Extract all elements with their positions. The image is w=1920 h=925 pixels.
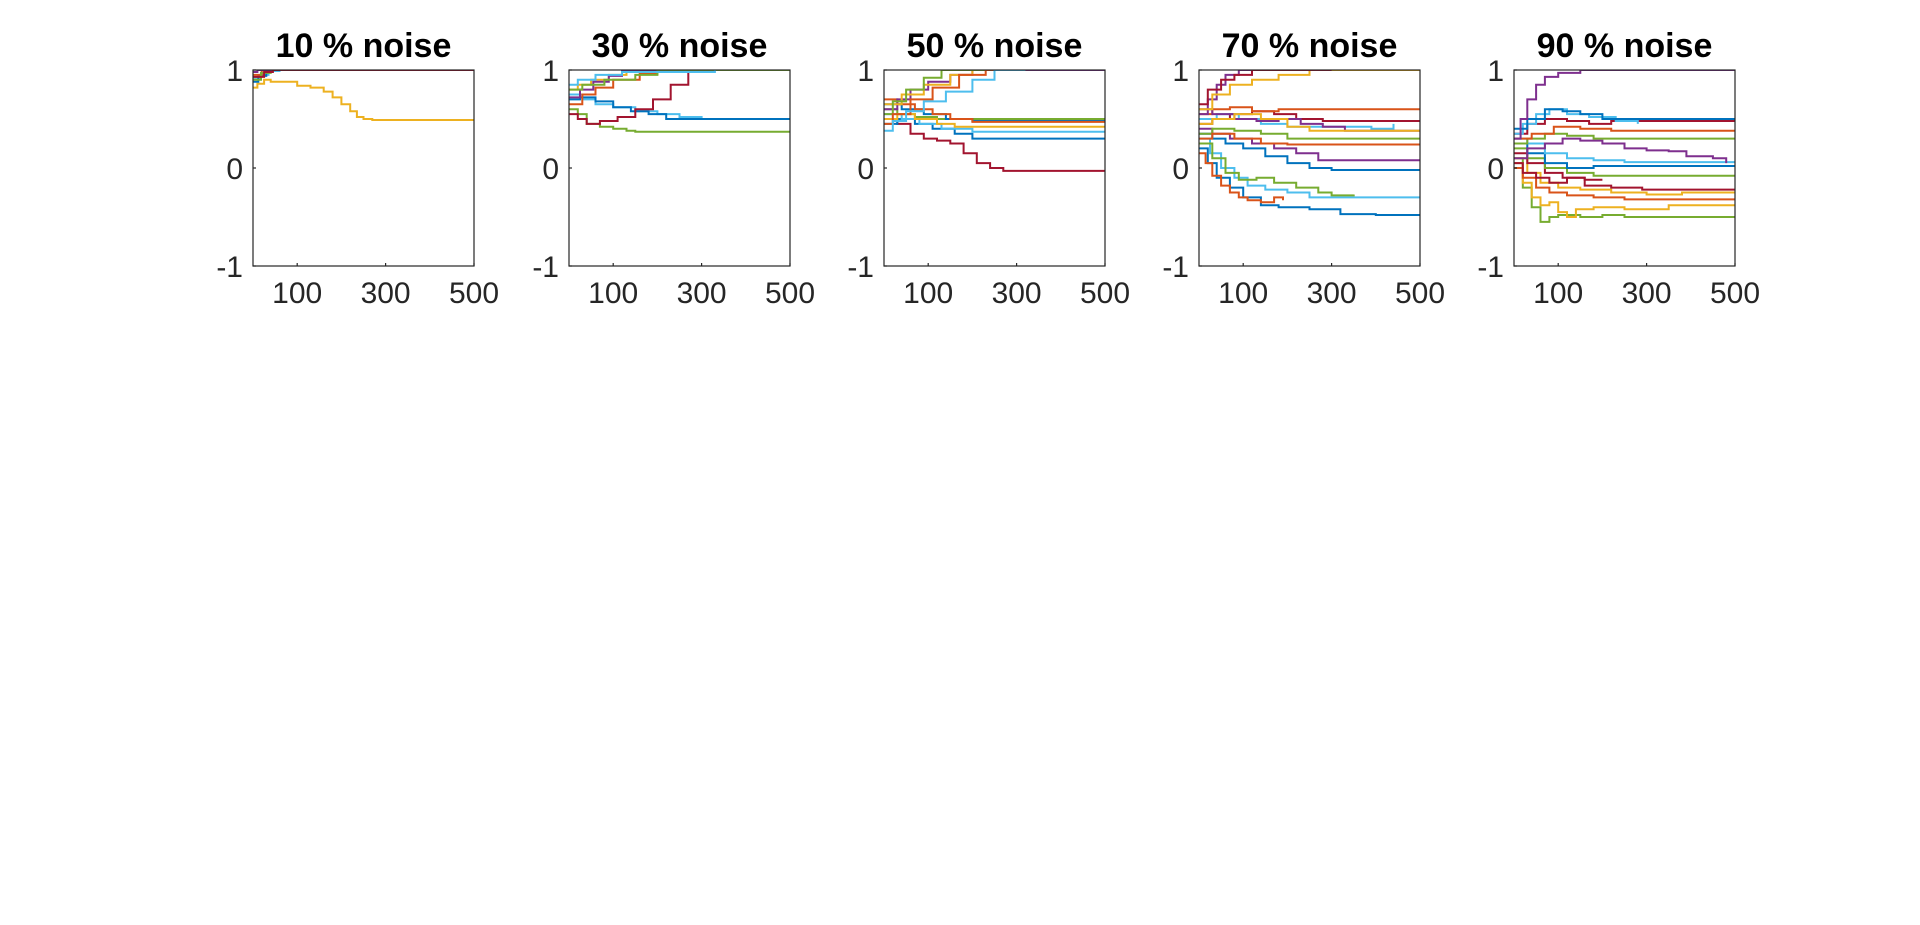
x-tick-label: 500 (1710, 277, 1760, 310)
y-tick-label: -1 (216, 251, 243, 284)
series-line-9 (569, 70, 716, 86)
series-line-2 (253, 70, 474, 79)
x-tick-label: 500 (449, 277, 499, 310)
y-tick-label: 1 (1487, 55, 1504, 88)
x-tick-label: 100 (272, 277, 322, 310)
series-line-2 (1199, 137, 1420, 199)
series-line-3 (1199, 142, 1355, 197)
chart-title: 90 % noise (1537, 27, 1713, 65)
series-line-1 (569, 108, 790, 133)
x-tick-label: 300 (1622, 277, 1672, 310)
series-group (884, 70, 1105, 172)
y-tick-label: 0 (857, 153, 874, 186)
series-line-3 (253, 70, 474, 83)
series-line-7 (253, 70, 474, 78)
series-line-13 (1199, 132, 1420, 146)
chart-title: 50 % noise (907, 27, 1083, 65)
series-line-15 (1199, 70, 1420, 111)
series-line-5 (1199, 132, 1420, 171)
x-tick-label: 500 (765, 277, 815, 310)
series-line-9 (884, 70, 1026, 106)
series-line-12 (1199, 113, 1420, 132)
y-tick-label: 0 (542, 153, 559, 186)
chart-panel-1: 10 % noise 100 300 500 -1 0 1 (216, 27, 499, 310)
series-group (569, 70, 790, 133)
chart-panel-2: 30 % noise 100 300 500 -1 0 1 (532, 27, 815, 310)
series-group (253, 70, 474, 121)
y-tick-label: 1 (1172, 55, 1189, 88)
series-line-3 (884, 113, 1105, 133)
x-tick-label: 100 (903, 277, 953, 310)
series-line-1 (253, 78, 474, 121)
chart-title: 10 % noise (276, 27, 452, 65)
x-tick-label: 300 (361, 277, 411, 310)
chart-title: 30 % noise (592, 27, 768, 65)
series-line-11 (1514, 125, 1735, 140)
x-tick-label: 100 (588, 277, 638, 310)
axes-box (252, 69, 475, 267)
series-line-15 (1514, 70, 1735, 140)
y-tick-label: 1 (857, 55, 874, 88)
series-line-5 (884, 113, 1105, 128)
series-group (1514, 70, 1735, 223)
x-tick-label: 300 (992, 277, 1042, 310)
y-tick-label: -1 (1162, 251, 1189, 284)
series-line-1 (1199, 147, 1420, 216)
y-tick-label: 1 (542, 55, 559, 88)
series-line-5 (253, 70, 474, 81)
y-tick-label: 1 (226, 55, 243, 88)
y-tick-label: -1 (1477, 251, 1504, 284)
axes-box (568, 69, 791, 267)
series-line-9 (1199, 106, 1420, 116)
series-line-6 (253, 70, 474, 73)
series-line-11 (884, 70, 1026, 125)
series-line-12 (884, 70, 1026, 132)
y-tick-label: 0 (1487, 153, 1504, 186)
series-line-7 (569, 70, 790, 125)
series-line-2 (1514, 162, 1735, 218)
chart-title: 70 % noise (1222, 27, 1398, 65)
y-tick-label: 0 (226, 153, 243, 186)
series-line-2 (569, 93, 790, 120)
series-line-9 (1514, 137, 1728, 164)
series-line-16 (1514, 162, 1603, 184)
series-line-10 (884, 70, 1017, 116)
series-line-5 (1514, 152, 1735, 191)
series-line-1 (884, 118, 1105, 172)
series-line-3 (1514, 167, 1735, 201)
x-tick-label: 300 (1307, 277, 1357, 310)
series-line-4 (1199, 152, 1284, 204)
series-line-8 (1514, 137, 1735, 164)
x-tick-label: 100 (1533, 277, 1583, 310)
y-tick-label: -1 (847, 251, 874, 284)
series-line-10 (1514, 132, 1735, 145)
series-line-11 (1199, 127, 1420, 140)
x-tick-label: 500 (1395, 277, 1445, 310)
y-tick-label: 0 (1172, 153, 1189, 186)
x-tick-label: 500 (1080, 277, 1130, 310)
series-group (1199, 70, 1420, 216)
y-tick-label: -1 (532, 251, 559, 284)
chart-panel-4: 70 % noise 100 300 500 -1 0 1 (1162, 27, 1445, 310)
chart-panel-5: 90 % noise 100 300 500 -1 0 1 (1477, 27, 1760, 310)
x-tick-label: 100 (1218, 277, 1268, 310)
x-tick-label: 300 (677, 277, 727, 310)
series-line-16 (1199, 70, 1332, 106)
chart-panel-3: 50 % noise 100 300 500 -1 0 1 (847, 27, 1130, 310)
